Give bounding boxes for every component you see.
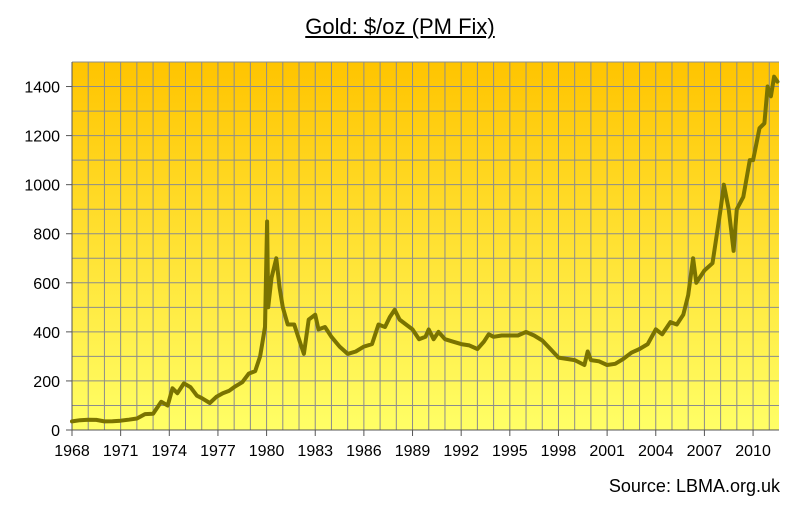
x-tick-label: 1995 (492, 443, 528, 460)
x-tick-label: 1983 (297, 443, 333, 460)
gold-price-line (70, 74, 780, 424)
y-tick-label: 1400 (24, 80, 60, 97)
x-tick-label: 2007 (687, 443, 723, 460)
y-tick-label: 1200 (24, 129, 60, 146)
y-tick-label: 800 (33, 227, 60, 244)
x-tick-label: 1989 (395, 443, 431, 460)
x-tick-label: 1980 (249, 443, 285, 460)
axis-ticks: 1968 1971 1974 1977 1980 1983 1986 1989 1992 1995… (24, 62, 779, 460)
x-tick-label: 1968 (54, 443, 90, 460)
price-series (70, 74, 780, 424)
x-tick-label: 2004 (638, 443, 674, 460)
x-tick-label: 1986 (346, 443, 382, 460)
x-tick-label: 2010 (735, 443, 771, 460)
y-tick-label: 0 (51, 423, 60, 440)
x-tick-label: 2001 (589, 443, 625, 460)
chart-source: Source: LBMA.org.uk (608, 476, 780, 496)
x-tick-label: 1977 (200, 443, 236, 460)
y-tick-label: 1000 (24, 178, 60, 195)
y-tick-label: 200 (33, 374, 60, 391)
chart-title: Gold: $/oz (PM Fix) (305, 14, 495, 39)
x-tick-label: 1971 (103, 443, 139, 460)
y-tick-label: 400 (33, 325, 60, 342)
x-tick-label: 1974 (151, 443, 187, 460)
grid-lines (71, 61, 779, 431)
plot-area (72, 62, 779, 430)
x-tick-label: 1998 (541, 443, 577, 460)
x-tick-label: 1992 (443, 443, 479, 460)
y-tick-label: 600 (33, 276, 60, 293)
